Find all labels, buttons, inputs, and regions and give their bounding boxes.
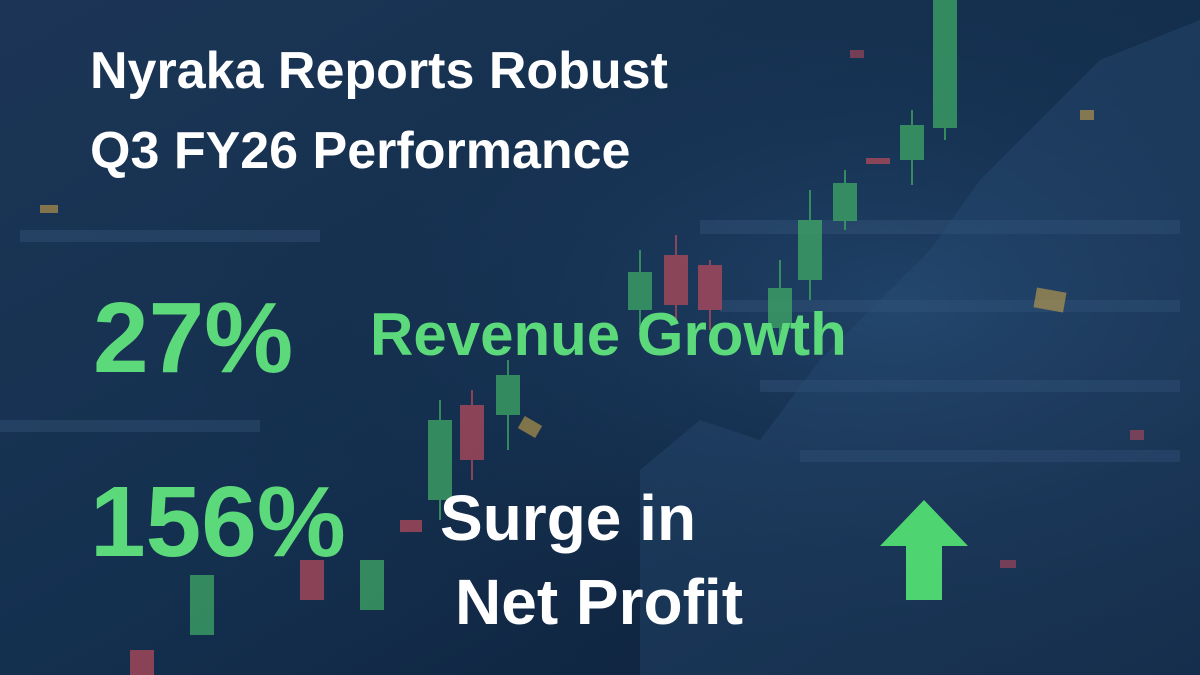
figure: 156% — [90, 466, 346, 578]
figure: 27% — [93, 282, 293, 394]
headline-line: Q3 FY26 Performance — [90, 122, 630, 180]
confetti — [40, 50, 1144, 568]
figure-label: Surge in — [440, 482, 696, 554]
trend-area — [640, 20, 1200, 675]
screen-rows — [0, 220, 1180, 462]
up-arrow — [880, 500, 968, 600]
figure-label: Net Profit — [455, 566, 743, 638]
headline-line: Nyraka Reports Robust — [90, 42, 668, 100]
figure-label: Revenue Growth — [370, 301, 847, 368]
candlesticks — [130, 0, 957, 675]
